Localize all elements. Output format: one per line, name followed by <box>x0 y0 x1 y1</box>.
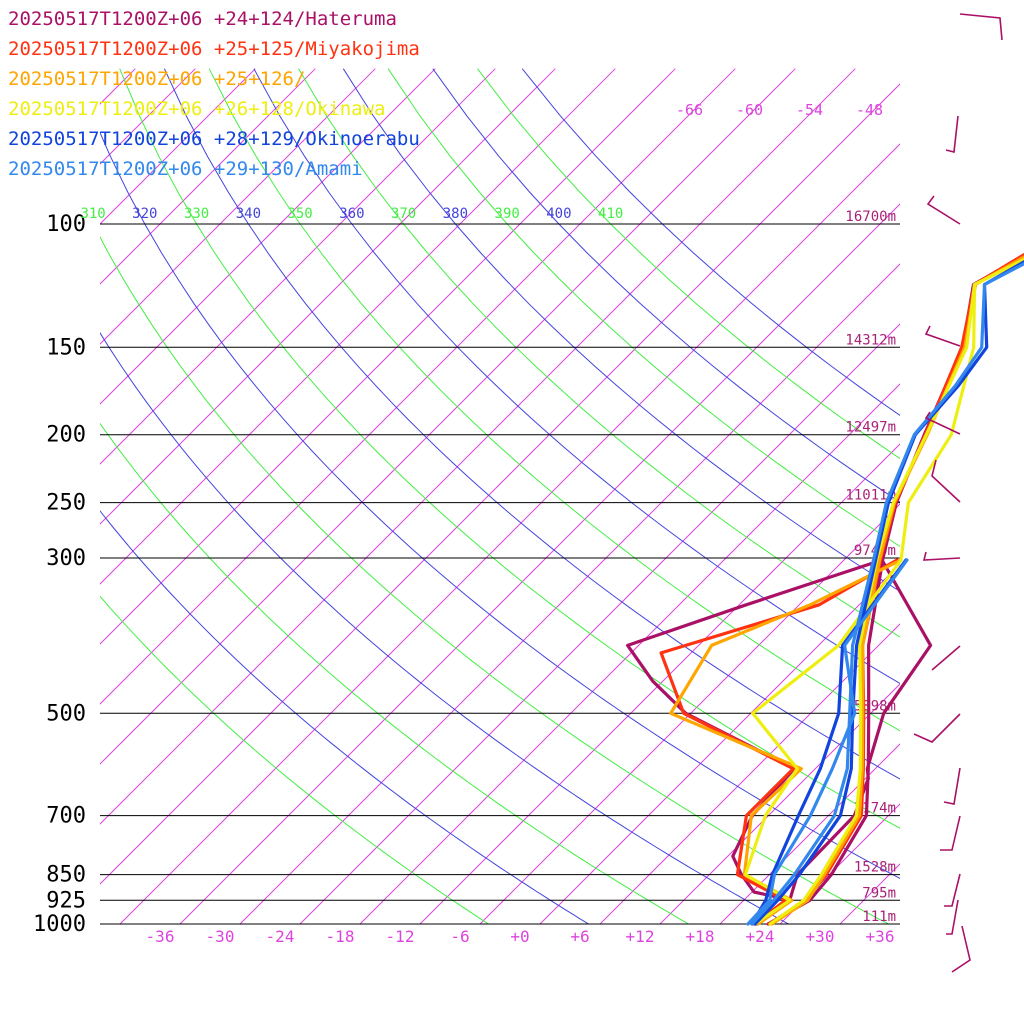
pressure-label: 200 <box>46 423 86 448</box>
dry-adiabat-line <box>388 69 1024 924</box>
legend-entry-okinoerabu: 20250517T1200Z+06 +28+129/Okinoerabu <box>8 124 420 154</box>
isotherm-line <box>480 69 1024 924</box>
height-label: 16700m <box>845 209 896 225</box>
pressure-label: 500 <box>46 701 86 726</box>
x-tick-label: +36 <box>866 927 895 946</box>
theta-label: 370 <box>391 206 416 222</box>
dry-adiabat-line <box>299 69 1024 924</box>
dry-adiabat-line <box>30 69 888 924</box>
dry-adiabat-line <box>0 69 789 924</box>
height-label: 12497m <box>845 420 896 436</box>
isotherm-line <box>300 69 1024 924</box>
legend-entry-unnamed: 20250517T1200Z+06 +25+126/ <box>8 64 420 94</box>
x-tick-label: -36 <box>146 927 175 946</box>
wind-barb <box>914 714 960 742</box>
x-tick-label: -18 <box>326 927 355 946</box>
isotherm-label: -54 <box>796 101 823 119</box>
dry-adiabat-line <box>0 69 589 924</box>
wind-barb <box>960 14 1002 40</box>
theta-label: 340 <box>236 206 261 222</box>
theta-label: 400 <box>546 206 571 222</box>
theta-label: 390 <box>495 206 520 222</box>
theta-label: 380 <box>443 206 468 222</box>
isotherm-line <box>540 69 1024 924</box>
pressure-label: 150 <box>46 335 86 360</box>
height-label: 795m <box>862 885 896 901</box>
pressure-label: 850 <box>46 863 86 888</box>
isotherm-line <box>0 69 195 924</box>
legend-entry-hateruma: 20250517T1200Z+06 +24+124/Hateruma <box>8 4 420 34</box>
isotherm-label: -60 <box>736 101 763 119</box>
height-label: 1528m <box>854 860 896 876</box>
theta-label: 320 <box>132 206 157 222</box>
pressure-label: 1000 <box>33 912 86 937</box>
pressure-label: 925 <box>46 888 86 913</box>
isotherm-label: -48 <box>856 101 883 119</box>
x-tick-label: -12 <box>386 927 415 946</box>
wind-barb <box>952 926 970 972</box>
isotherm-line <box>360 69 1024 924</box>
height-label: 111m <box>862 909 896 925</box>
isotherm-line <box>780 69 1024 924</box>
theta-label: 360 <box>339 206 364 222</box>
x-tick-label: +30 <box>806 927 835 946</box>
dry-adiabat-line <box>343 69 1024 924</box>
temperature-line <box>755 42 1024 924</box>
dry-adiabat-line <box>209 69 1024 924</box>
theta-label: 350 <box>287 206 312 222</box>
wind-barb <box>924 552 960 560</box>
wind-barb <box>940 816 960 850</box>
x-tick-label: -6 <box>450 927 469 946</box>
isotherm-line <box>900 69 1024 924</box>
x-tick-label: -30 <box>206 927 235 946</box>
x-tick-label: +24 <box>746 927 775 946</box>
x-tick-label: +6 <box>570 927 589 946</box>
x-tick-label: +18 <box>686 927 715 946</box>
wind-barb <box>932 460 960 502</box>
x-tick-label: +0 <box>510 927 529 946</box>
theta-label: 330 <box>184 206 209 222</box>
wind-barb <box>926 326 960 346</box>
pressure-label: 300 <box>46 546 86 571</box>
isotherm-label: -66 <box>676 101 703 119</box>
wind-barb <box>932 646 960 670</box>
legend-entry-amami: 20250517T1200Z+06 +29+130/Amami <box>8 154 420 184</box>
theta-label: 310 <box>80 206 105 222</box>
dry-adiabat-line <box>254 69 1024 924</box>
legend: 20250517T1200Z+06 +24+124/Hateruma 20250… <box>8 4 420 184</box>
x-tick-label: -24 <box>266 927 295 946</box>
isotherm-line <box>240 69 1024 924</box>
wind-barb <box>928 196 960 224</box>
isotherm-line <box>0 69 675 924</box>
theta-label: 410 <box>598 206 623 222</box>
height-label: 14312m <box>845 332 896 348</box>
x-tick-label: +12 <box>626 927 655 946</box>
legend-entry-miyakojima: 20250517T1200Z+06 +25+125/Miyakojima <box>8 34 420 64</box>
pressure-label: 250 <box>46 491 86 516</box>
pressure-label: 700 <box>46 804 86 829</box>
dry-adiabat-line <box>478 69 1024 924</box>
wind-barb <box>944 768 960 804</box>
legend-entry-okinawa: 20250517T1200Z+06 +26+128/Okinawa <box>8 94 420 124</box>
isotherm-line <box>0 69 15 924</box>
wind-barb <box>946 116 958 152</box>
